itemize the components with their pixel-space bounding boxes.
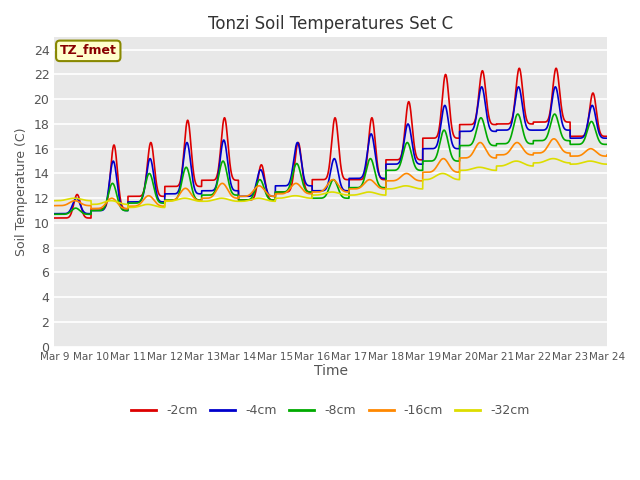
- -16cm: [511, 141, 519, 146]
- -32cm: [51, 198, 58, 204]
- -2cm: [540, 119, 548, 125]
- -32cm: [511, 158, 519, 164]
- -2cm: [51, 215, 58, 221]
- -8cm: [173, 196, 180, 202]
- -16cm: [371, 180, 379, 186]
- -8cm: [511, 118, 519, 123]
- -4cm: [403, 123, 410, 129]
- -8cm: [371, 169, 379, 175]
- -8cm: [403, 140, 410, 145]
- Line: -8cm: -8cm: [54, 114, 640, 347]
- -4cm: [51, 211, 58, 216]
- -4cm: [173, 191, 180, 196]
- -32cm: [549, 156, 557, 161]
- Line: -32cm: -32cm: [54, 158, 640, 347]
- -32cm: [173, 197, 180, 203]
- -16cm: [550, 136, 557, 142]
- -2cm: [515, 65, 523, 71]
- -16cm: [51, 203, 58, 208]
- -8cm: [540, 137, 548, 143]
- -2cm: [173, 183, 180, 189]
- Line: -4cm: -4cm: [54, 87, 640, 347]
- -8cm: [51, 211, 58, 217]
- -16cm: [403, 170, 410, 176]
- X-axis label: Time: Time: [314, 364, 348, 378]
- -8cm: [551, 111, 559, 117]
- -4cm: [556, 102, 563, 108]
- -4cm: [540, 127, 548, 133]
- Legend: -2cm, -4cm, -8cm, -16cm, -32cm: -2cm, -4cm, -8cm, -16cm, -32cm: [127, 399, 535, 422]
- -32cm: [556, 157, 563, 163]
- -2cm: [403, 108, 410, 114]
- -16cm: [173, 195, 180, 201]
- -8cm: [556, 123, 563, 129]
- -2cm: [371, 137, 379, 143]
- -32cm: [540, 158, 548, 164]
- -32cm: [403, 183, 410, 189]
- -32cm: [371, 190, 379, 196]
- -16cm: [540, 148, 548, 154]
- -4cm: [515, 84, 522, 90]
- -4cm: [511, 100, 519, 106]
- -4cm: [371, 150, 379, 156]
- Line: -16cm: -16cm: [54, 139, 640, 347]
- -2cm: [511, 97, 519, 103]
- Line: -2cm: -2cm: [54, 68, 640, 347]
- -16cm: [556, 142, 563, 147]
- -2cm: [556, 84, 563, 90]
- Title: Tonzi Soil Temperatures Set C: Tonzi Soil Temperatures Set C: [208, 15, 453, 33]
- Y-axis label: Soil Temperature (C): Soil Temperature (C): [15, 128, 28, 256]
- Text: TZ_fmet: TZ_fmet: [60, 44, 116, 57]
